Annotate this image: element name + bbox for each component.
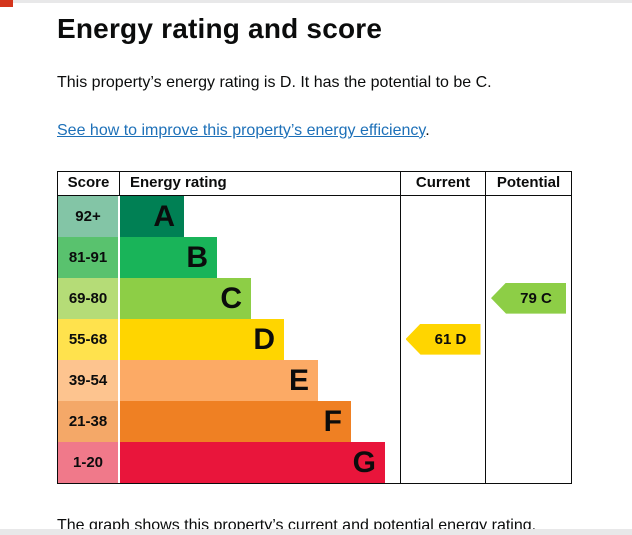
rating-band-bar: C [120,277,251,319]
rating-band-area: G [120,441,400,483]
rating-row-b: 81-91 B [58,236,571,278]
rating-row-g: 1-20 G [58,441,571,483]
current-cell [400,277,485,319]
chart-header-row: Score Energy rating Current Potential [58,171,571,196]
rating-band-area: D [120,318,400,360]
rating-row-a: 92+ A [58,195,571,237]
current-cell [400,195,485,237]
potential-cell [485,195,571,237]
rating-band-bar: B [120,236,217,278]
rating-band-area: A [120,195,400,237]
rating-band-area: C [120,277,400,319]
rating-band-bar: E [120,359,318,401]
current-cell [400,236,485,278]
score-cell: 21-38 [58,400,120,442]
rating-band-letter: G [352,445,376,479]
rating-band-bar: G [120,441,385,483]
rating-row-f: 21-38 F [58,400,571,442]
score-cell: 69-80 [58,277,120,319]
score-cell: 39-54 [58,359,120,401]
potential-cell [485,441,571,483]
current-cell [400,400,485,442]
potential-cell [485,359,571,401]
improve-link-line: See how to improve this property’s energ… [57,122,575,140]
rating-band-letter: F [323,404,342,438]
current-cell: 61 D [400,318,485,360]
current-rating-arrow: 61 D [405,323,481,355]
score-cell: 55-68 [58,318,120,360]
rating-band-letter: A [153,199,175,233]
rating-row-e: 39-54 E [58,359,571,401]
current-cell [400,359,485,401]
rating-band-letter: E [288,363,309,397]
rating-column-header: Energy rating [130,173,227,191]
rating-band-area: E [120,359,400,401]
page-title: Energy rating and score [57,13,383,44]
rating-band-area: B [120,236,400,278]
current-cell [400,441,485,483]
summary-text: This property’s energy rating is D. It h… [57,74,492,91]
potential-cell: 79 C [485,277,571,319]
potential-cell [485,318,571,360]
current-column-header: Current [400,171,485,195]
potential-cell [485,236,571,278]
page-top-edge [0,0,632,3]
rating-row-c: 69-80 C 79 C [58,277,571,319]
score-cell: 92+ [58,195,120,237]
page-bottom-edge [0,529,632,535]
potential-column-header: Potential [485,171,571,195]
potential-cell [485,400,571,442]
score-cell: 1-20 [58,441,120,483]
improve-link[interactable]: See how to improve this property’s energ… [57,121,426,139]
rating-band-letter: C [220,281,242,315]
score-column-header: Score [58,171,120,195]
rating-band-bar: F [120,400,351,442]
rating-band-letter: B [186,240,208,274]
score-cell: 81-91 [58,236,120,278]
rating-row-d: 55-68 D 61 D [58,318,571,360]
energy-rating-chart: Score Energy rating Current Potential 92… [57,170,572,484]
rating-band-bar: A [120,195,184,237]
rating-band-bar: D [120,318,284,360]
link-suffix: . [425,121,430,139]
rating-band-letter: D [253,322,275,356]
potential-rating-arrow: 79 C [491,282,566,314]
red-corner-mark [0,0,13,7]
rating-band-area: F [120,400,400,442]
